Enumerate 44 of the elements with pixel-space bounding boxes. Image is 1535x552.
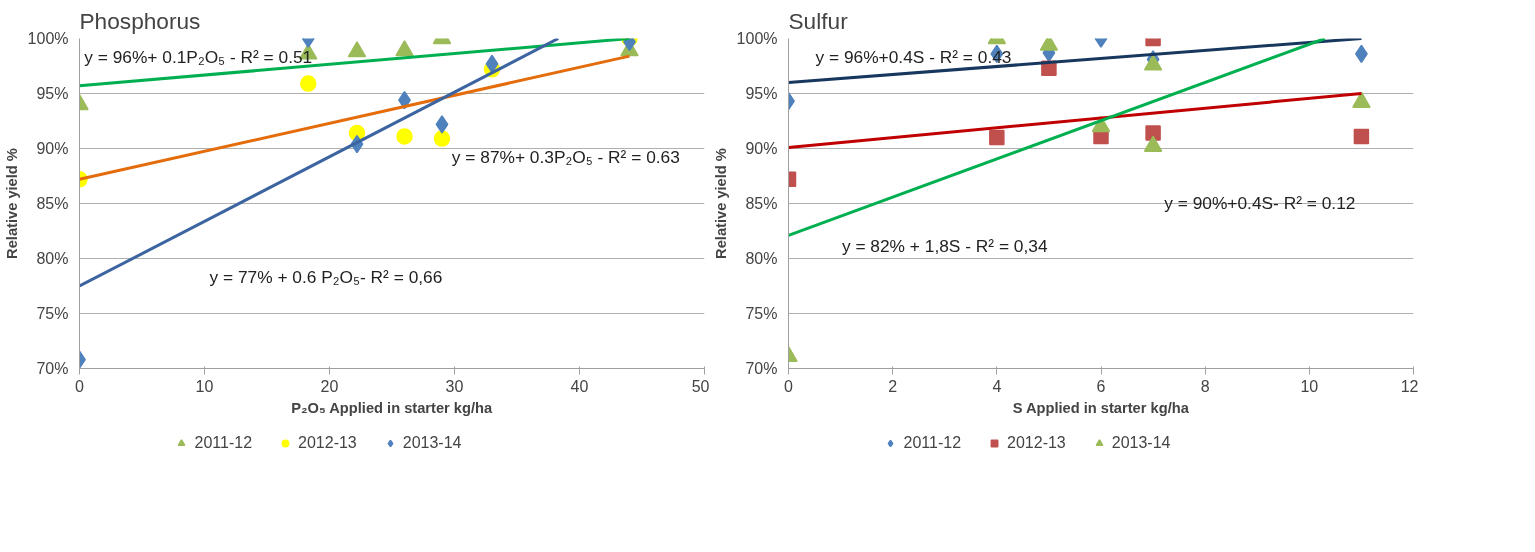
x-tick-label: 8 xyxy=(1200,377,1210,395)
y-axis-title: Relative yield % xyxy=(712,148,729,259)
y-tick-label: 80% xyxy=(36,250,69,267)
annotation: y = 82% + 1,8S - R² = 0,34 xyxy=(841,236,1048,257)
y-tick-label: 95% xyxy=(745,85,778,102)
x-tick-label: 40 xyxy=(570,377,589,395)
x-axis-title: P₂O₅ Applied in starter kg/ha xyxy=(291,399,493,416)
y-tick-label: 85% xyxy=(36,195,69,212)
y-tick-label: 100% xyxy=(736,30,778,47)
x-tick-label: 0 xyxy=(784,377,794,395)
x-tick-label: 2 xyxy=(888,377,898,395)
annotation: y = 77% + 0.6 P₂O₅- R² = 0,66 xyxy=(209,267,443,288)
y-tick-label: 100% xyxy=(27,30,69,47)
y-tick-label: 85% xyxy=(745,195,778,212)
x-tick-label: 10 xyxy=(1300,377,1319,395)
legend-label: 2013-14 xyxy=(402,434,462,452)
legend-label: 2011-12 xyxy=(903,434,962,452)
annotation: y = 96%+ 0.1P₂O₅ - R² = 0.51 xyxy=(84,46,313,67)
x-tick-label: 0 xyxy=(75,377,85,395)
legend-label: 2012-13 xyxy=(1007,434,1066,452)
y-tick-label: 70% xyxy=(36,360,69,377)
chart-title: Phosphorus xyxy=(79,7,201,34)
chart-title: Sulfur xyxy=(788,7,849,34)
x-tick-label: 6 xyxy=(1096,377,1106,395)
x-axis-title: S Applied in starter kg/ha xyxy=(1012,399,1190,416)
y-tick-label: 90% xyxy=(745,140,778,157)
y-tick-label: 70% xyxy=(745,360,778,377)
annotation: y = 90%+0.4S- R² = 0.12 xyxy=(1164,192,1356,213)
x-tick-label: 50 xyxy=(691,377,710,395)
x-tick-label: 30 xyxy=(445,377,464,395)
y-tick-label: 90% xyxy=(36,140,69,157)
x-tick-label: 10 xyxy=(195,377,214,395)
y-tick-label: 75% xyxy=(36,305,69,322)
y-tick-label: 95% xyxy=(36,85,69,102)
x-tick-label: 20 xyxy=(320,377,339,395)
y-tick-label: 75% xyxy=(745,305,778,322)
legend-label: 2011-12 xyxy=(194,434,253,452)
legend-label: 2013-14 xyxy=(1111,434,1171,452)
y-axis-title: Relative yield % xyxy=(3,148,20,259)
legend-label: 2012-13 xyxy=(298,434,357,452)
annotation: y = 87%+ 0.3P₂O₅ - R² = 0.63 xyxy=(451,147,680,168)
x-tick-label: 12 xyxy=(1400,377,1419,395)
y-tick-label: 80% xyxy=(745,250,778,267)
x-tick-label: 4 xyxy=(992,377,1002,395)
